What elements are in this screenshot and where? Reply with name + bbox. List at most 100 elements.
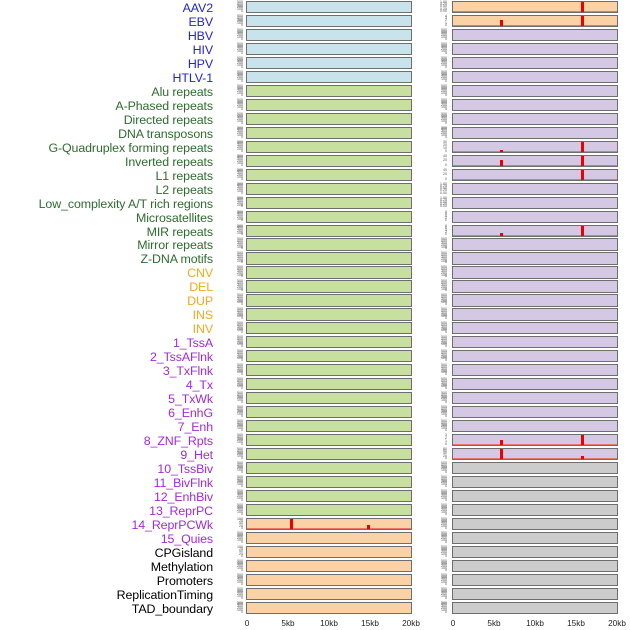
track-panel-left — [246, 112, 412, 125]
track-panel-right — [452, 210, 618, 223]
right-axis-ticks: 500 400 300 200 100 0 — [441, 530, 447, 544]
track-label-l1-repeats: L1 repeats — [155, 168, 213, 183]
track-label-inverted-repeats: Inverted repeats — [125, 154, 213, 169]
peak-marker — [499, 449, 503, 460]
left-axis-ticks: 500 400 300 200 100 0 — [237, 433, 243, 446]
track-label-9-het: 9_Het — [180, 448, 213, 463]
peak-marker — [580, 435, 584, 446]
track-panel-left — [246, 322, 412, 335]
left-axis-ticks: 500 400 300 200 100 0 — [237, 391, 243, 405]
peak-marker — [499, 232, 503, 236]
track-panel-right — [452, 448, 618, 461]
left-axis-ticks: 500 400 300 200 100 0 — [237, 209, 243, 223]
left-axis-ticks: 500 400 300 200 100 0 — [237, 41, 243, 55]
track-panel-left — [246, 503, 412, 517]
peak-marker — [580, 141, 584, 152]
track-label-10-tssbiv: 10_TssBiv — [157, 462, 213, 476]
peak-marker — [499, 149, 503, 152]
track-panel-left — [246, 420, 412, 433]
track-label-3-txflnk: 3_TxFlnk — [162, 364, 213, 379]
track-panel-right — [452, 84, 618, 97]
track-label-mirror-repeats: Mirror repeats — [137, 238, 213, 253]
right-axis-ticks: 1.00 0.75 0.50 0.25 0.00 — [440, 0, 447, 13]
peak-marker — [580, 2, 584, 13]
right-axis-ticks: 500 400 300 200 100 0 — [441, 474, 447, 488]
right-axis-ticks: 500 400 300 200 100 0 — [441, 279, 447, 293]
x-tick-label: 20kb — [608, 618, 626, 628]
track-panel-left — [246, 573, 412, 586]
track-label-cnv: CNV — [187, 266, 213, 281]
track-panel-right — [452, 559, 618, 572]
track-panel-right — [452, 168, 618, 181]
track-label-2-tssaflnk: 2_TssAFlnk — [149, 350, 213, 365]
track-panel-left — [246, 392, 412, 405]
track-panel-right — [452, 531, 618, 545]
track-label-7-enh: 7_Enh — [177, 420, 213, 435]
right-axis-ticks: 500 400 300 200 100 0 — [441, 349, 447, 363]
track-baseline — [453, 150, 617, 152]
right-axis-ticks: 500 400 300 200 100 0 — [441, 363, 447, 377]
left-axis-ticks: 500 400 300 200 100 0 — [237, 139, 243, 153]
peak-marker — [499, 159, 503, 166]
left-axis-ticks: 500 400 300 200 100 0 — [237, 167, 243, 181]
track-baseline — [453, 234, 617, 236]
track-panel-left — [246, 489, 412, 503]
track-label-4-tx: 4_Tx — [185, 378, 213, 393]
track-panel-left — [246, 378, 412, 391]
left-axis-ticks: 500 400 300 200 100 0 — [237, 363, 243, 377]
track-panel-right — [452, 294, 618, 307]
track-label-14-reprpcwk: 14_ReprPCWk — [131, 517, 213, 532]
right-axis-ticks: 500 400 300 200 100 0 — [441, 586, 447, 600]
right-axis-ticks: 1.00 0.75 0.50 0.25 0.00 — [440, 195, 447, 209]
track-label-dup: DUP — [187, 294, 213, 309]
peak-marker — [580, 169, 584, 180]
track-label-replicationtiming: ReplicationTiming — [116, 587, 213, 602]
track-label-low-complexity-a-t-rich-regions: Low_complexity A/T rich regions — [38, 196, 213, 211]
track-label-htlv-1: HTLV-1 — [172, 70, 214, 85]
track-panel-right — [452, 392, 618, 405]
right-axis-ticks: 500 400 300 200 100 0 — [441, 419, 447, 432]
track-panel-left — [246, 517, 412, 531]
right-axis-ticks: 500 400 300 200 100 0 — [441, 502, 447, 516]
track-label-5-txwk: 5_TxWk — [168, 392, 213, 407]
track-panel-right — [452, 280, 618, 293]
left-axis-ticks: 500 400 300 200 100 0 — [237, 27, 243, 41]
peak-marker — [580, 225, 584, 236]
left-axis-ticks: 500 400 300 200 100 0 — [237, 69, 243, 83]
track-label-directed-repeats: Directed repeats — [123, 112, 213, 127]
left-axis-ticks: 500 400 300 200 100 0 — [237, 572, 243, 586]
track-label-15-quies: 15_Quies — [160, 531, 213, 546]
left-axis-ticks: 500 400 300 200 100 0 — [237, 111, 243, 125]
track-label-dna-transposons: DNA transposons — [118, 126, 213, 141]
track-panel-right — [452, 406, 618, 419]
track-panel-left — [246, 252, 412, 265]
right-axis-ticks: 1.00 0.75 0.50 0.25 0.00 — [440, 181, 447, 195]
track-baseline — [453, 164, 617, 166]
peak-marker — [580, 15, 584, 27]
track-panel-right — [452, 462, 618, 475]
track-panel-right — [452, 517, 618, 531]
track-panel-right — [452, 140, 618, 153]
track-panel-left — [246, 196, 412, 209]
right-axis-ticks: 500 400 300 200 100 0 — [441, 83, 447, 97]
x-tick-label: 5kb — [281, 618, 295, 628]
left-axis-ticks: 500 400 300 200 100 0 — [237, 181, 243, 195]
track-label-del: DEL — [189, 280, 213, 295]
track-panel-right — [452, 98, 618, 111]
track-panel-left — [246, 559, 412, 572]
right-axis-ticks: 500 400 300 200 100 0 — [441, 377, 447, 391]
track-panel-left — [246, 238, 412, 251]
track-label-alu-repeats: Alu repeats — [151, 84, 213, 99]
left-axis-ticks: 500 400 300 200 100 0 — [237, 125, 243, 139]
track-baseline — [453, 24, 617, 27]
track-panel-right — [452, 308, 618, 321]
track-label-ebv: EBV — [188, 14, 214, 29]
right-axis-ticks: 500 400 300 200 100 0 — [441, 251, 447, 265]
right-axis-ticks: 500 400 300 200 100 0 — [441, 27, 447, 41]
peak-marker — [499, 19, 503, 27]
track-panel-left — [246, 601, 412, 614]
left-axis-ticks: 500 400 300 200 100 0 — [237, 265, 243, 279]
